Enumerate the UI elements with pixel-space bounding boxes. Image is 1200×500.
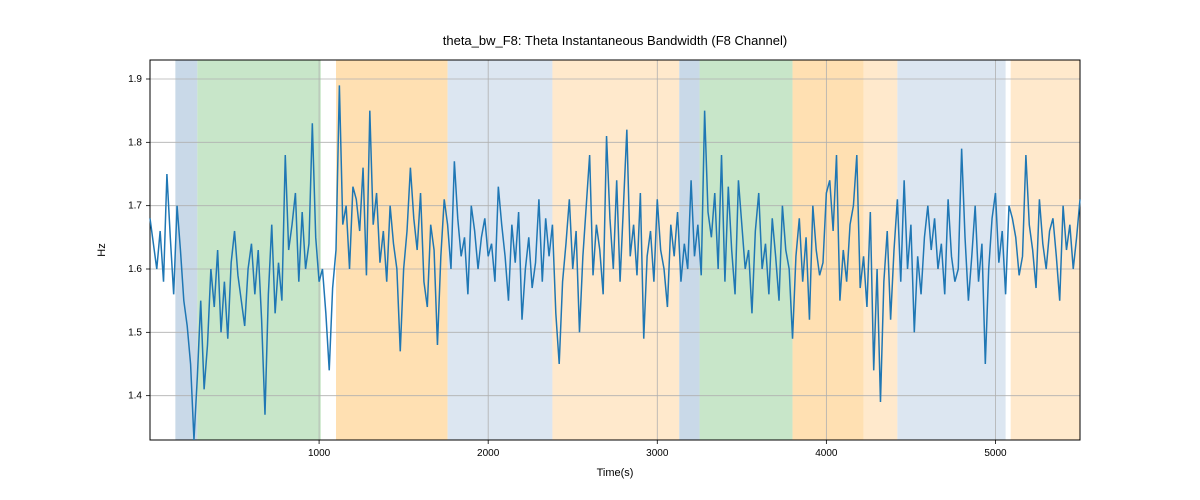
band — [175, 60, 197, 440]
chart-container: theta_bw_F8: Theta Instantaneous Bandwid… — [0, 0, 1200, 500]
band — [793, 60, 864, 440]
x-tick-label: 2000 — [477, 448, 500, 459]
y-tick-label: 1.4 — [128, 391, 142, 402]
x-tick-label: 3000 — [646, 448, 669, 459]
x-ticks: 1000 2000 3000 4000 5000 — [308, 440, 1007, 459]
x-tick-label: 5000 — [984, 448, 1007, 459]
band — [197, 60, 320, 440]
y-tick-label: 1.6 — [128, 264, 142, 275]
band — [336, 60, 448, 440]
x-tick-label: 1000 — [308, 448, 331, 459]
y-ticks: 1.4 1.5 1.6 1.7 1.8 1.9 — [128, 74, 150, 402]
background-bands — [175, 60, 1080, 440]
y-tick-label: 1.5 — [128, 327, 142, 338]
x-tick-label: 4000 — [815, 448, 838, 459]
line-chart: theta_bw_F8: Theta Instantaneous Bandwid… — [0, 0, 1200, 500]
y-tick-label: 1.7 — [128, 201, 142, 212]
y-tick-label: 1.9 — [128, 74, 142, 85]
y-tick-label: 1.8 — [128, 137, 142, 148]
y-axis-label: Hz — [96, 243, 108, 256]
band — [1011, 60, 1080, 440]
x-axis-label: Time(s) — [597, 467, 634, 479]
band — [679, 60, 699, 440]
band — [700, 60, 793, 440]
chart-title: theta_bw_F8: Theta Instantaneous Bandwid… — [443, 33, 787, 48]
